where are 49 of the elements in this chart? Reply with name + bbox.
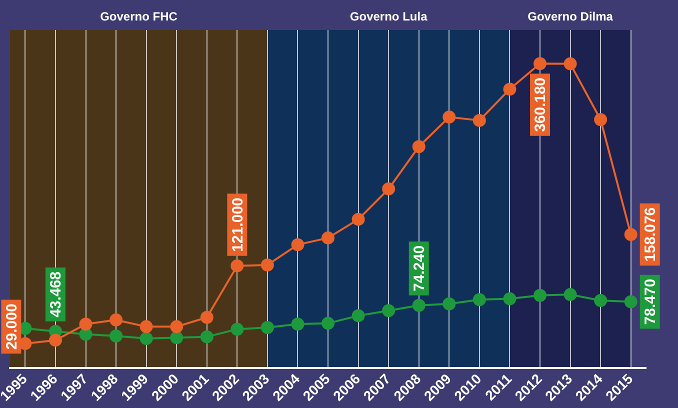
point [140, 320, 153, 334]
point [291, 318, 304, 331]
point [110, 313, 123, 326]
point [382, 182, 396, 196]
point [594, 294, 608, 307]
point [594, 113, 608, 126]
point [260, 321, 274, 334]
point [412, 140, 426, 154]
point [412, 298, 426, 312]
point [352, 309, 365, 322]
point [79, 328, 92, 341]
point [564, 57, 577, 70]
data-label: 360.180 [532, 78, 550, 132]
point [170, 331, 184, 344]
point [534, 57, 547, 70]
point [503, 82, 516, 96]
point [79, 318, 92, 331]
point [472, 293, 486, 306]
point [230, 322, 244, 336]
data-label: 74.240 [411, 245, 428, 292]
point [260, 258, 274, 272]
point [442, 297, 456, 310]
point [534, 288, 547, 302]
point [624, 295, 638, 308]
data-label: 29.000 [3, 304, 20, 350]
band-label: Governo FHC [100, 9, 178, 24]
point [48, 334, 62, 347]
point [140, 332, 153, 346]
point [110, 329, 123, 342]
point [322, 316, 335, 330]
point [322, 231, 335, 244]
data-label: 78.470 [642, 278, 659, 325]
point [200, 330, 214, 344]
point [352, 212, 365, 226]
point [442, 110, 456, 124]
point [200, 310, 214, 324]
data-label: 158.076 [642, 207, 659, 262]
point [170, 320, 184, 334]
point [472, 114, 486, 127]
point [382, 304, 396, 318]
point [503, 292, 516, 306]
data-label: 43.468 [48, 271, 65, 318]
point [291, 238, 304, 252]
band-label: Governo Dilma [528, 9, 614, 24]
point [230, 259, 244, 272]
point [564, 288, 577, 302]
point [624, 228, 638, 241]
band-label: Governo Lula [350, 9, 428, 24]
data-label: 121.000 [229, 198, 246, 252]
